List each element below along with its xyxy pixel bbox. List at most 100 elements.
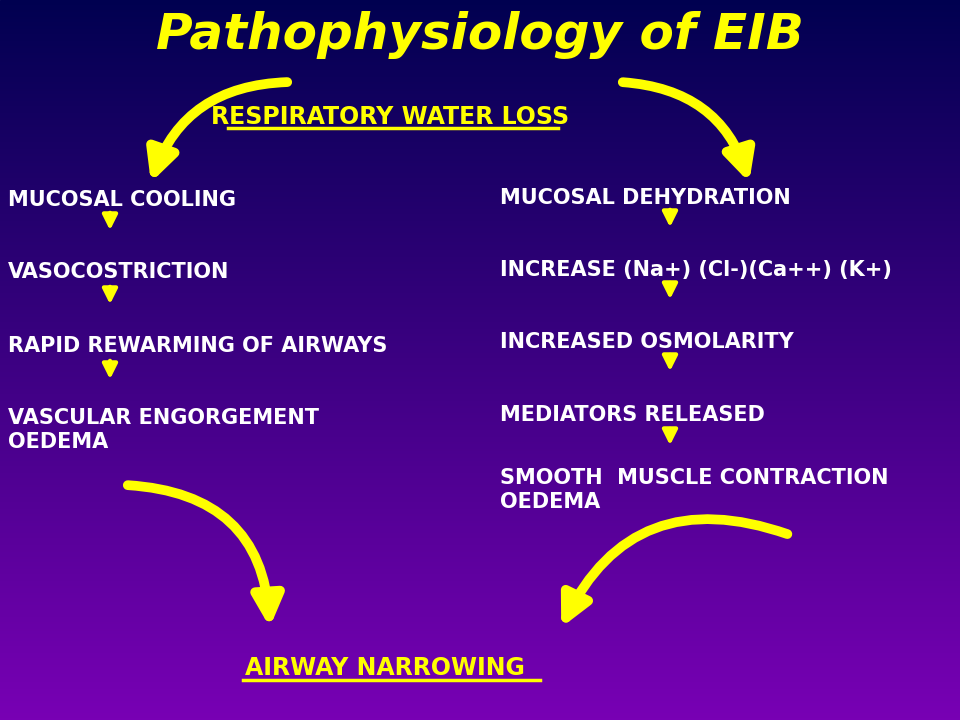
Bar xyxy=(0,271,960,274)
Bar xyxy=(0,552,960,554)
Bar xyxy=(0,276,960,279)
Bar xyxy=(0,470,960,473)
Bar xyxy=(0,166,960,168)
Bar xyxy=(0,144,960,146)
Bar xyxy=(0,137,960,139)
Bar xyxy=(0,333,960,336)
Bar xyxy=(0,322,960,324)
Bar xyxy=(0,101,960,103)
Bar xyxy=(0,701,960,703)
Bar xyxy=(0,153,960,156)
Text: RESPIRATORY WATER LOSS: RESPIRATORY WATER LOSS xyxy=(211,105,569,129)
Bar xyxy=(0,574,960,576)
Text: RAPID REWARMING OF AIRWAYS: RAPID REWARMING OF AIRWAYS xyxy=(8,336,388,356)
Bar xyxy=(0,48,960,50)
Bar xyxy=(0,389,960,391)
Bar xyxy=(0,279,960,281)
Bar xyxy=(0,487,960,490)
Bar xyxy=(0,60,960,63)
Bar xyxy=(0,351,960,353)
Bar xyxy=(0,329,960,331)
Bar xyxy=(0,451,960,454)
Bar xyxy=(0,194,960,197)
Bar xyxy=(0,715,960,718)
Bar xyxy=(0,22,960,24)
Bar xyxy=(0,708,960,711)
Bar xyxy=(0,535,960,538)
Bar xyxy=(0,290,960,293)
Bar xyxy=(0,29,960,31)
Bar xyxy=(0,418,960,420)
Bar xyxy=(0,171,960,173)
Bar xyxy=(0,300,960,302)
Bar xyxy=(0,168,960,171)
Bar xyxy=(0,12,960,14)
Bar xyxy=(0,146,960,149)
Bar xyxy=(0,545,960,547)
Bar xyxy=(0,24,960,27)
Bar xyxy=(0,113,960,115)
Bar xyxy=(0,216,960,218)
Bar xyxy=(0,444,960,446)
Bar xyxy=(0,261,960,264)
Bar xyxy=(0,684,960,686)
Bar xyxy=(0,446,960,449)
Bar xyxy=(0,79,960,81)
Bar xyxy=(0,74,960,77)
Bar xyxy=(0,670,960,672)
Bar xyxy=(0,240,960,243)
Text: MUCOSAL DEHYDRATION: MUCOSAL DEHYDRATION xyxy=(500,188,791,208)
Bar xyxy=(0,420,960,423)
Bar xyxy=(0,466,960,468)
Bar xyxy=(0,5,960,7)
Bar xyxy=(0,689,960,691)
Bar xyxy=(0,130,960,132)
Bar xyxy=(0,624,960,626)
Bar xyxy=(0,610,960,612)
Bar xyxy=(0,319,960,322)
Text: VASOCOSTRICTION: VASOCOSTRICTION xyxy=(8,262,229,282)
Bar xyxy=(0,549,960,552)
Bar xyxy=(0,307,960,310)
Bar xyxy=(0,274,960,276)
Bar xyxy=(0,513,960,516)
Bar xyxy=(0,38,960,41)
Bar xyxy=(0,324,960,326)
Bar xyxy=(0,564,960,567)
Bar xyxy=(0,619,960,621)
Bar xyxy=(0,387,960,389)
Bar xyxy=(0,423,960,425)
Bar xyxy=(0,259,960,261)
Bar xyxy=(0,526,960,528)
Bar xyxy=(0,672,960,675)
Bar xyxy=(0,427,960,430)
Bar xyxy=(0,595,960,598)
Bar xyxy=(0,480,960,482)
Text: Pathophysiology of EIB: Pathophysiology of EIB xyxy=(156,11,804,59)
Bar xyxy=(0,415,960,418)
Bar xyxy=(0,403,960,405)
Bar xyxy=(0,598,960,600)
Bar xyxy=(0,634,960,636)
Bar xyxy=(0,509,960,511)
Bar xyxy=(0,631,960,634)
Bar xyxy=(0,70,960,72)
Bar xyxy=(0,523,960,526)
Bar xyxy=(0,151,960,153)
Bar xyxy=(0,115,960,117)
Bar xyxy=(0,312,960,315)
Bar xyxy=(0,367,960,369)
Text: INCREASED OSMOLARITY: INCREASED OSMOLARITY xyxy=(500,332,794,352)
Bar xyxy=(0,182,960,185)
Bar xyxy=(0,243,960,245)
Bar xyxy=(0,686,960,689)
Bar xyxy=(0,578,960,581)
Bar xyxy=(0,547,960,549)
Bar xyxy=(0,657,960,660)
Bar xyxy=(0,583,960,585)
Bar xyxy=(0,135,960,137)
Bar xyxy=(0,492,960,495)
Bar xyxy=(0,660,960,662)
Bar xyxy=(0,571,960,574)
Bar xyxy=(0,139,960,142)
